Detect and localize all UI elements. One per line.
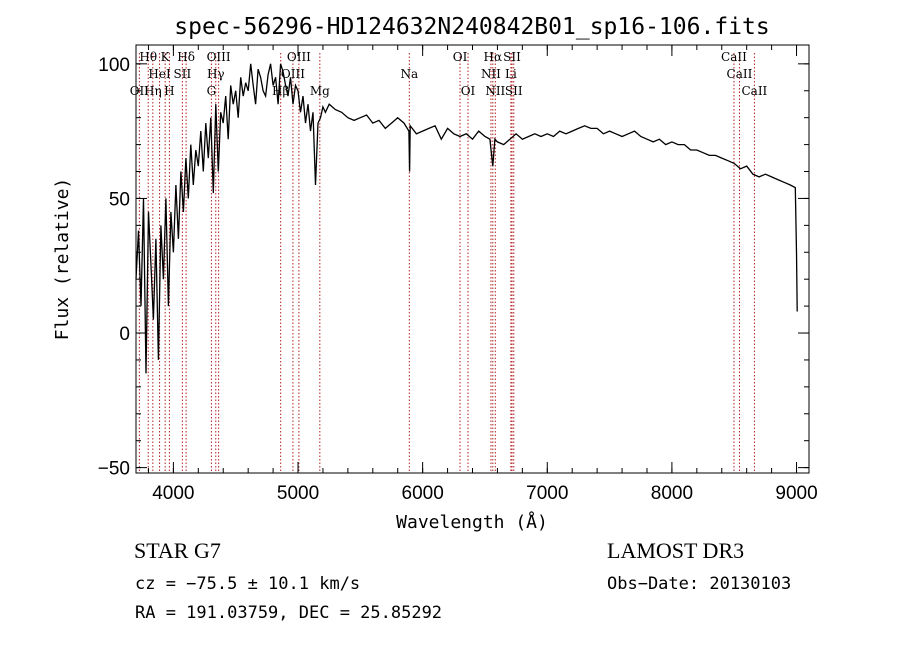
- chart-title: spec-56296-HD124632N240842B01_sp16-106.f…: [174, 14, 769, 40]
- line-label: NII: [481, 67, 501, 81]
- object-type: STAR G7: [134, 538, 221, 563]
- observation-date: Obs−Date: 20130103: [607, 574, 792, 594]
- survey-name: LAMOST DR3: [607, 538, 745, 563]
- line-label: Mg: [310, 84, 330, 98]
- spectrum-series: [135, 63, 798, 374]
- spectrum-line: [135, 63, 798, 374]
- y-tick-label: 50: [109, 189, 130, 210]
- redshift-velocity: cz = −75.5 ± 10.1 km/s: [135, 574, 361, 594]
- line-label: OI: [453, 50, 468, 64]
- line-label: Hγ: [207, 67, 225, 81]
- line-label: Hθ: [139, 50, 157, 64]
- y-tick-label: 0: [119, 324, 130, 345]
- line-label: SII: [503, 50, 521, 64]
- line-label: CaII: [727, 67, 753, 81]
- line-label: OIII: [281, 67, 305, 81]
- line-label: Hδ: [177, 50, 195, 64]
- line-label: OIII: [287, 50, 311, 64]
- line-label: G: [207, 84, 217, 98]
- line-label: OI: [461, 84, 476, 98]
- line-label: SII: [505, 84, 523, 98]
- y-axis-label: Flux (relative): [52, 178, 73, 341]
- x-tick-label: 6000: [402, 483, 444, 504]
- line-label: OIII: [207, 50, 231, 64]
- x-tick-label: 5000: [277, 483, 319, 504]
- x-tick-label: 7000: [526, 483, 568, 504]
- x-tick-label: 8000: [651, 483, 693, 504]
- y-tick-label: −50: [98, 459, 130, 480]
- line-label: H: [164, 84, 174, 98]
- y-tick-label: 100: [98, 55, 130, 76]
- x-axis-label: Wavelength (Å): [396, 511, 548, 533]
- line-label: CaII: [721, 50, 747, 64]
- line-label: SII: [174, 67, 192, 81]
- line-label: Na: [400, 67, 418, 81]
- x-tick-label: 4000: [152, 483, 194, 504]
- line-label: NII: [485, 84, 505, 98]
- x-tick-label: 9000: [775, 483, 817, 504]
- line-label: Hα: [484, 50, 503, 64]
- line-label: Li: [505, 67, 517, 81]
- emission-line-markers: [138, 53, 755, 473]
- line-label: CaII: [741, 84, 767, 98]
- line-label: K: [161, 50, 171, 64]
- line-label: HeI: [148, 67, 171, 81]
- coordinates: RA = 191.03759, DEC = 25.85292: [135, 603, 443, 623]
- axis-ticks: 4000 5000 6000 7000 8000 9000 −50 0 50 100: [98, 45, 818, 504]
- line-label: Hη: [144, 84, 162, 98]
